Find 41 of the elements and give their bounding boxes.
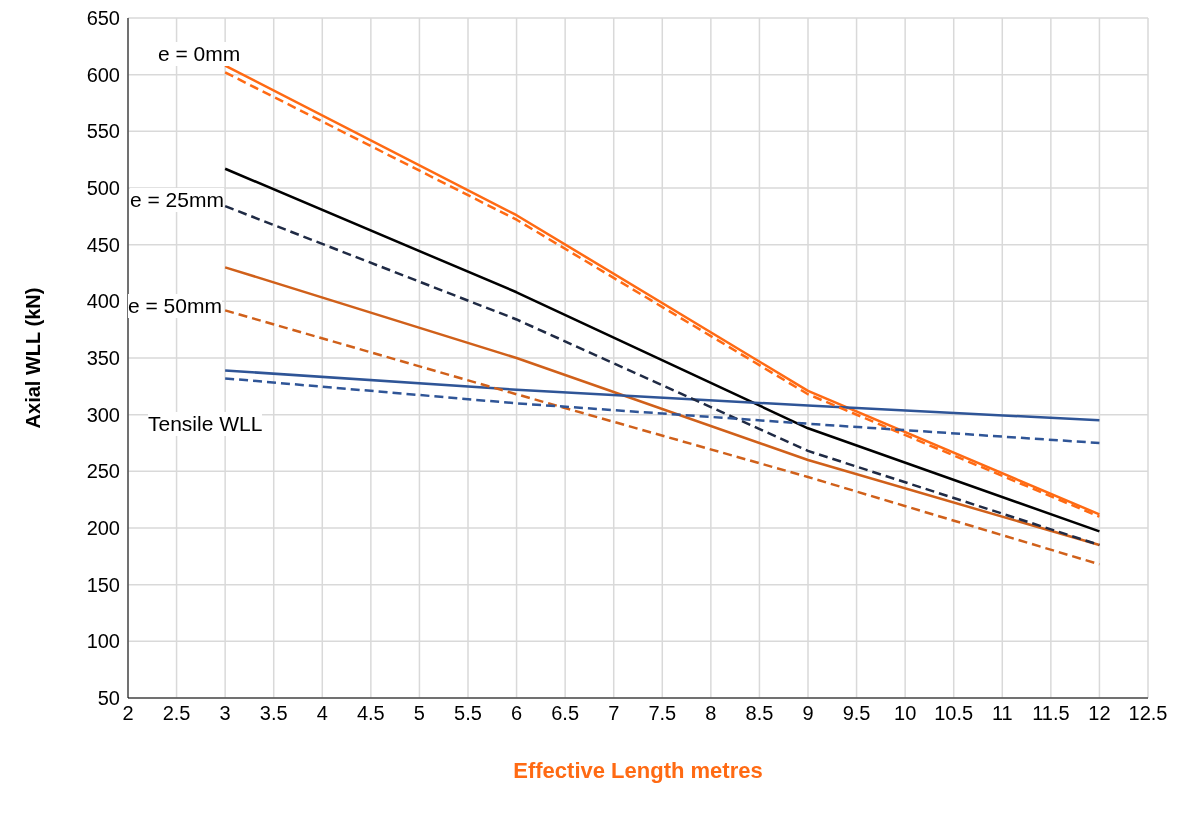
x-tick-label: 4.5 — [356, 702, 385, 725]
y-tick-label: 450 — [86, 233, 120, 256]
y-tick-label: 250 — [86, 460, 120, 483]
x-axis-title: Effective Length metres — [513, 758, 763, 783]
annotation: Tensile WLL — [148, 412, 263, 436]
x-tick-label: 7 — [608, 702, 620, 725]
x-tick-label: 8 — [705, 702, 717, 725]
annotation: e = 25mm — [130, 188, 224, 212]
x-tick-label: 9.5 — [842, 702, 871, 725]
annotation: e = 50mm — [128, 294, 222, 318]
y-tick-label: 550 — [86, 120, 120, 143]
y-tick-label: 650 — [86, 7, 120, 30]
x-tick-label: 5.5 — [454, 702, 482, 725]
x-tick-label: 6.5 — [551, 702, 580, 725]
x-tick-label: 3.5 — [259, 702, 288, 725]
x-tick-label: 2.5 — [162, 702, 191, 725]
y-tick-label: 400 — [86, 290, 120, 313]
x-tick-label: 12 — [1088, 702, 1111, 725]
x-tick-label: 8.5 — [745, 702, 774, 725]
x-tick-label: 11.5 — [1032, 702, 1070, 725]
x-tick-label: 2 — [122, 702, 134, 725]
y-tick-label: 350 — [86, 347, 120, 370]
x-tick-label: 5 — [413, 702, 425, 725]
annotation: e = 0mm — [158, 42, 241, 66]
x-tick-label: 7.5 — [648, 702, 677, 725]
y-tick-label: 600 — [86, 63, 120, 86]
y-tick-label: 50 — [97, 687, 120, 710]
x-tick-label: 10.5 — [934, 702, 974, 725]
x-tick-label: 10 — [894, 702, 917, 725]
x-tick-label: 3 — [219, 702, 231, 725]
x-tick-label: 12.5 — [1128, 702, 1168, 725]
y-tick-label: 100 — [86, 630, 120, 653]
x-tick-label: 4 — [316, 702, 328, 725]
y-tick-label: 150 — [86, 573, 120, 596]
y-tick-label: 500 — [86, 177, 120, 200]
x-tick-label: 9 — [802, 702, 814, 725]
y-axis-title: Axial WLL (kN) — [22, 287, 45, 429]
y-tick-label: 200 — [86, 517, 120, 540]
x-tick-label: 6 — [511, 702, 523, 725]
y-tick-label: 300 — [86, 403, 120, 426]
x-tick-label: 11 — [991, 702, 1013, 725]
